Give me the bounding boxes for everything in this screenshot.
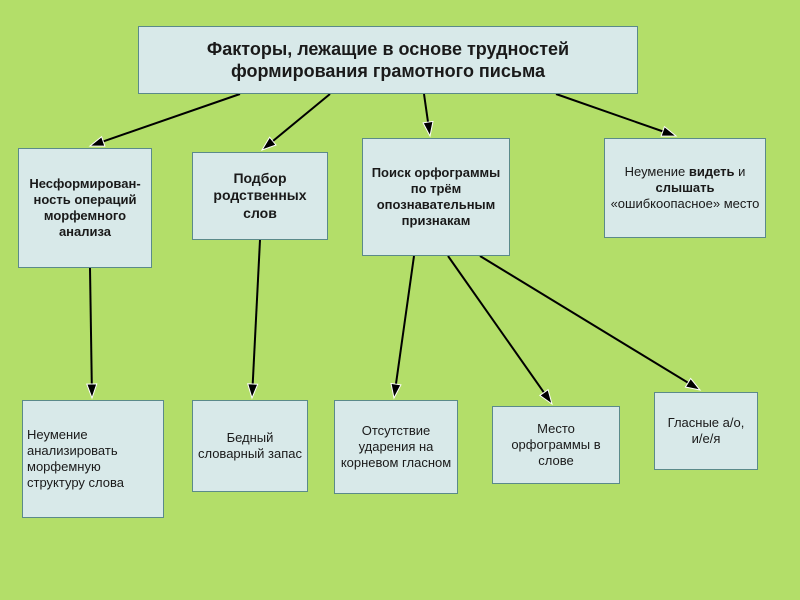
bottom-box-4-text: Место орфограммы в слове bbox=[497, 421, 615, 470]
title-box: Факторы, лежащие в основе трудностей фор… bbox=[138, 26, 638, 94]
mid-box-4: Неумение видеть и слышать «ошибкоопасное… bbox=[604, 138, 766, 238]
mid-box-3-text: Поиск орфограммы по трём опознавательным… bbox=[367, 165, 505, 230]
mid-box-2-text: Подбор родственных слов bbox=[197, 170, 323, 223]
title-text: Факторы, лежащие в основе трудностей фор… bbox=[143, 38, 633, 83]
bottom-box-4: Место орфограммы в слове bbox=[492, 406, 620, 484]
bottom-box-2-text: Бедный словарный запас bbox=[197, 430, 303, 463]
bottom-box-5-text: Гласные а/о, и/е/я bbox=[668, 415, 745, 448]
bottom-box-1: Неумение анализировать морфемную структу… bbox=[22, 400, 164, 518]
bottom-box-3: Отсутствие ударения на корневом гласном bbox=[334, 400, 458, 494]
bottom-box-5: Гласные а/о, и/е/я bbox=[654, 392, 758, 470]
diagram-canvas: Факторы, лежащие в основе трудностей фор… bbox=[0, 0, 800, 600]
mid-box-4-text: Неумение видеть и слышать «ошибкоопасное… bbox=[609, 164, 761, 213]
bottom-box-3-text: Отсутствие ударения на корневом гласном bbox=[339, 423, 453, 472]
mid-box-1-text: Несформирован- ность операций морфемного… bbox=[23, 176, 147, 241]
mid-box-1: Несформирован- ность операций морфемного… bbox=[18, 148, 152, 268]
bottom-box-2: Бедный словарный запас bbox=[192, 400, 308, 492]
mid-box-2: Подбор родственных слов bbox=[192, 152, 328, 240]
bottom-box-1-text: Неумение анализировать морфемную структу… bbox=[27, 427, 159, 492]
mid-box-3: Поиск орфограммы по трём опознавательным… bbox=[362, 138, 510, 256]
